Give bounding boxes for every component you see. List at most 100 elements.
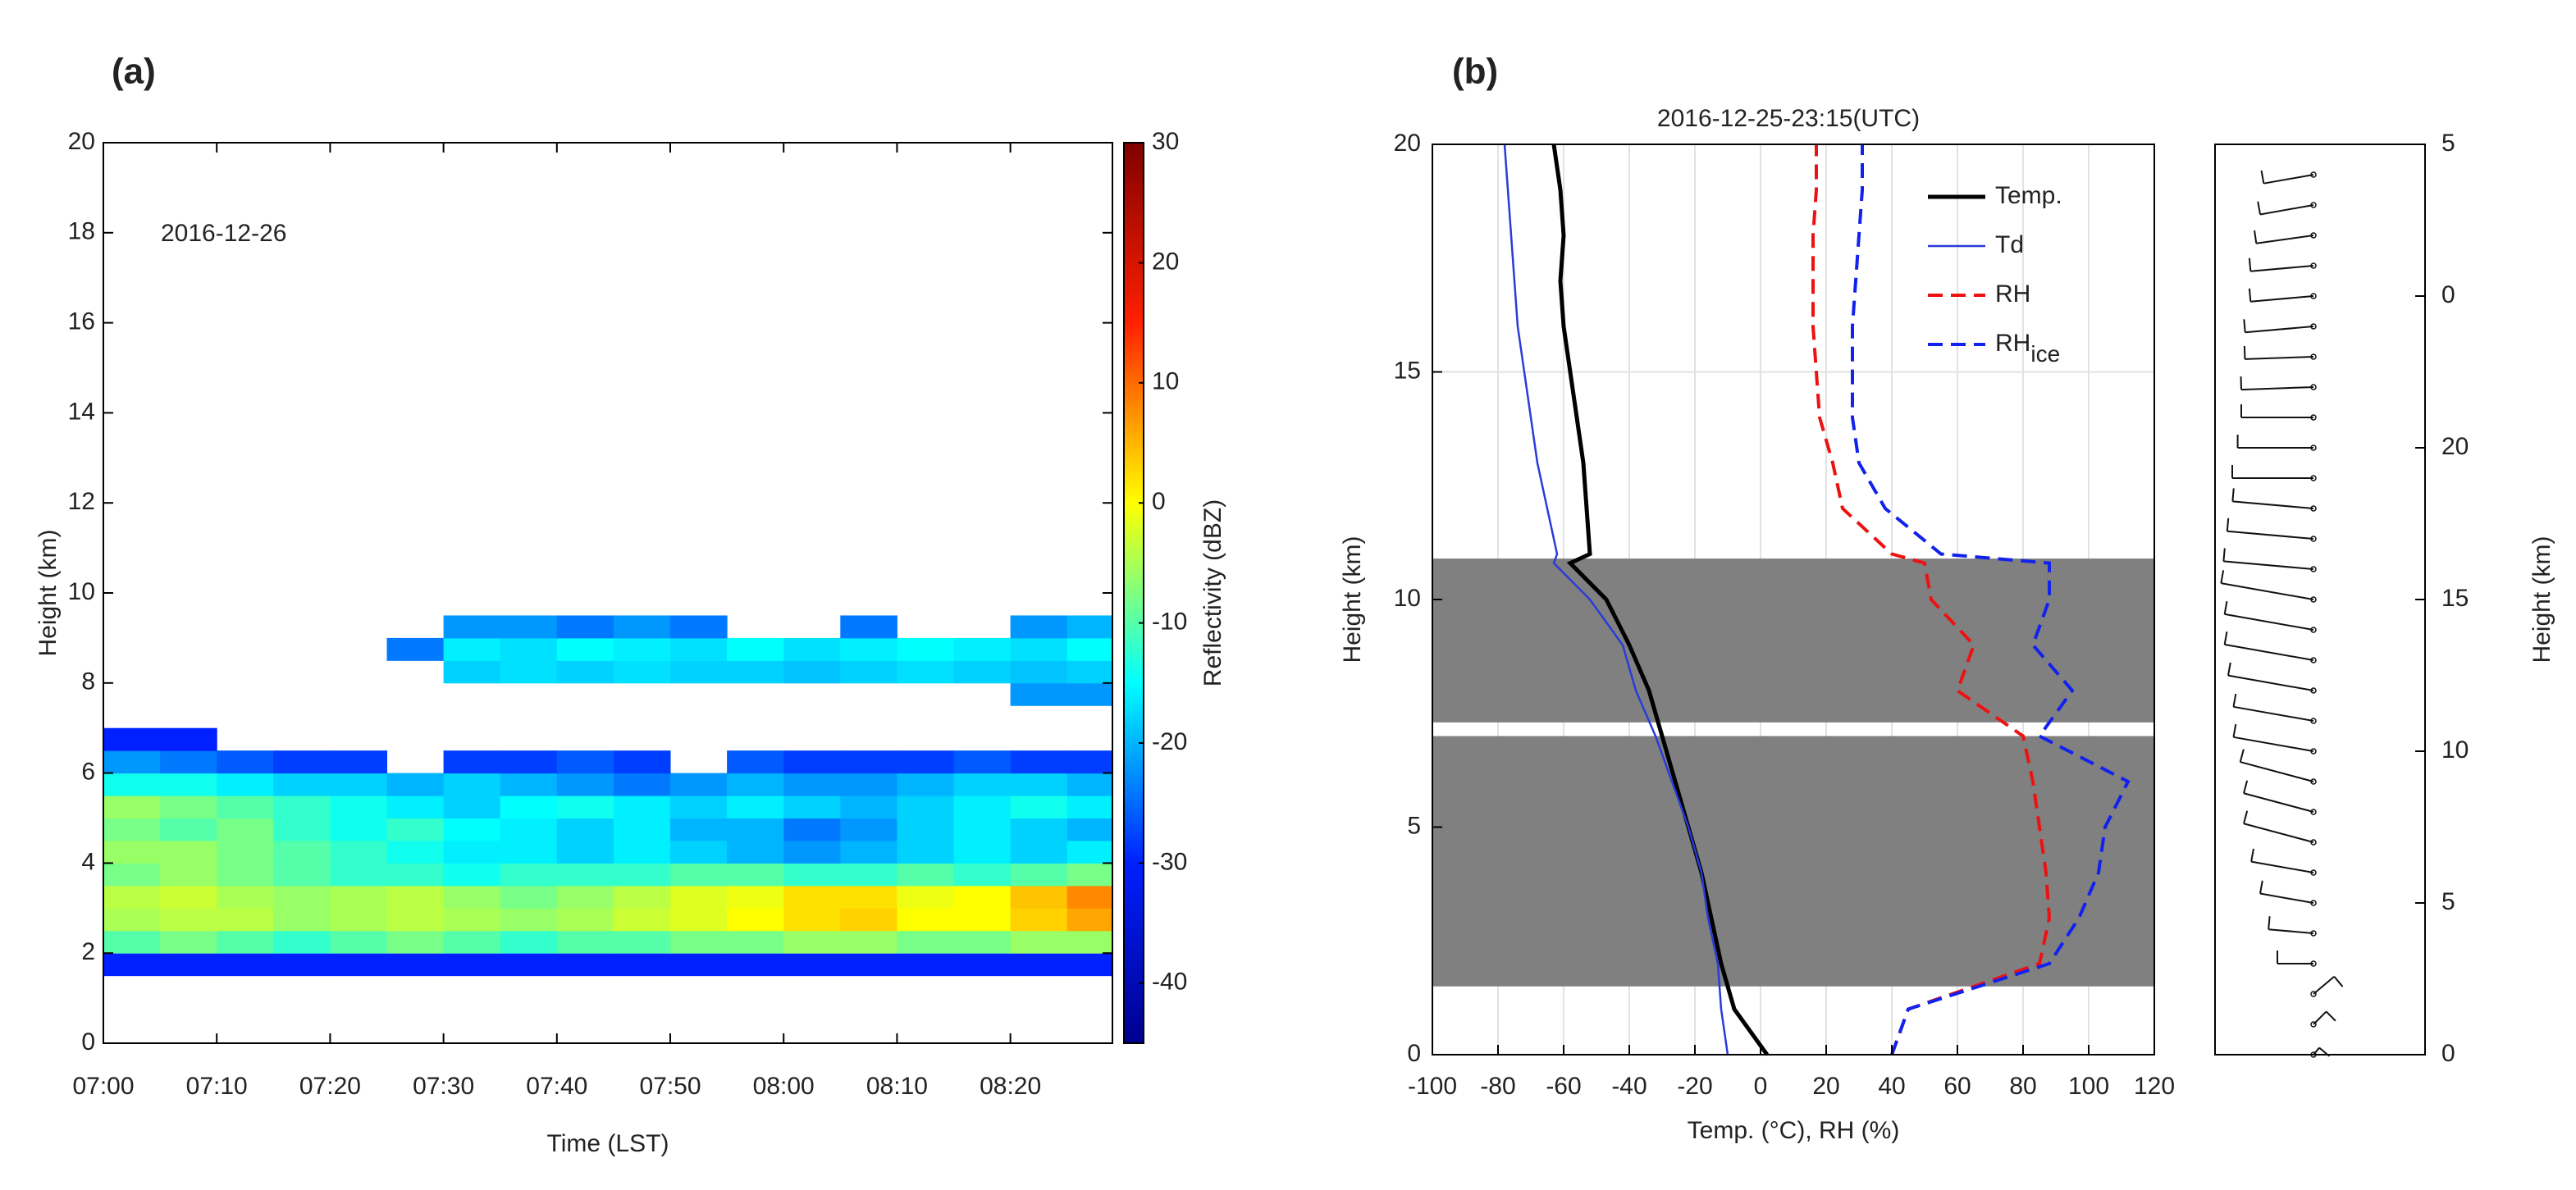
wind-barb xyxy=(2260,170,2317,185)
cell xyxy=(500,953,558,977)
cell xyxy=(783,750,841,774)
x-tick-label: -100 xyxy=(1408,1073,1457,1100)
barb-base xyxy=(2310,718,2317,724)
barb-base xyxy=(2310,930,2317,937)
legend-label: RH xyxy=(1995,280,2030,308)
barb-staff xyxy=(2313,976,2335,995)
legend-name: Temp. xyxy=(1995,182,2062,209)
barb-feather xyxy=(2254,230,2258,244)
y-tick-label: 15 xyxy=(1394,357,1421,384)
panel-label: (a) xyxy=(112,52,156,92)
cell xyxy=(670,660,728,684)
cell xyxy=(840,863,897,887)
cell xyxy=(897,908,955,932)
barb-staff xyxy=(2313,1046,2320,1055)
x-tick-label: 08:20 xyxy=(980,1073,1041,1100)
cell xyxy=(783,818,841,841)
wind-barb xyxy=(2243,810,2317,846)
plot-frame xyxy=(2214,144,2426,1055)
barb-feather xyxy=(2232,693,2237,707)
cell xyxy=(783,840,841,864)
cell xyxy=(897,863,955,887)
cell xyxy=(386,637,445,661)
barb-staff xyxy=(2240,761,2314,782)
cell xyxy=(840,660,897,684)
cell xyxy=(1066,750,1112,774)
barb-base xyxy=(2310,1051,2317,1058)
cell xyxy=(217,953,274,977)
cell xyxy=(897,953,955,977)
barb-base xyxy=(2310,960,2317,967)
barb-base xyxy=(2310,536,2317,542)
cell xyxy=(217,796,274,818)
cell xyxy=(556,885,614,909)
barb-staff xyxy=(2223,560,2314,570)
cell xyxy=(443,750,501,774)
cell xyxy=(103,727,161,751)
cell xyxy=(670,637,728,661)
cell xyxy=(670,773,728,796)
barb-base xyxy=(2310,262,2317,269)
colorbar-tick-label: -30 xyxy=(1152,848,1187,875)
cell xyxy=(840,953,897,977)
cell xyxy=(1066,953,1112,977)
y-tick-label: 0 xyxy=(81,1028,95,1055)
wind-barb xyxy=(2223,631,2317,663)
barb-base xyxy=(2310,445,2317,451)
cell xyxy=(897,840,955,864)
cell xyxy=(783,773,841,796)
cell xyxy=(1010,908,1068,932)
cell xyxy=(443,840,501,864)
barb-feather xyxy=(2239,749,2245,763)
colorbar-tick-label: -20 xyxy=(1152,728,1187,755)
barb-feather xyxy=(2259,880,2263,894)
cell xyxy=(1010,637,1068,661)
barb-base xyxy=(2310,353,2317,360)
wind-barb xyxy=(2310,1010,2336,1028)
wind-barb xyxy=(2236,435,2317,451)
cell xyxy=(670,908,728,932)
profile-line xyxy=(1503,144,1729,1055)
cell xyxy=(556,637,614,661)
wind-barb xyxy=(2243,780,2317,815)
barb-base xyxy=(2310,991,2317,997)
cell xyxy=(613,930,671,954)
cell xyxy=(556,840,614,864)
cell xyxy=(330,930,388,954)
barb-base xyxy=(2310,232,2317,239)
cell xyxy=(386,840,445,864)
legend-subscript: ice xyxy=(2030,341,2060,367)
x-tick-label: -60 xyxy=(1546,1073,1581,1100)
cell xyxy=(160,885,217,909)
cell xyxy=(1010,818,1068,841)
cell xyxy=(1010,682,1068,706)
barb-base xyxy=(2310,293,2317,299)
cell xyxy=(500,885,558,909)
cell xyxy=(556,863,614,887)
cell xyxy=(783,908,841,932)
cell xyxy=(727,908,784,932)
x-tick-label: 120 xyxy=(2134,1073,2175,1100)
cell xyxy=(273,818,331,841)
barb-staff xyxy=(2224,613,2314,631)
cell xyxy=(953,660,1012,684)
cell xyxy=(500,863,558,887)
cell xyxy=(217,908,274,932)
x-tick-label: -80 xyxy=(1480,1073,1515,1100)
cell xyxy=(897,930,955,954)
cell xyxy=(556,818,614,841)
cell xyxy=(330,863,388,887)
wind-barb xyxy=(2232,723,2317,755)
x-axis-label: Temp. (°C), RH (%) xyxy=(1688,1117,1900,1144)
cell xyxy=(783,660,841,684)
y-tick-label: 5 xyxy=(2441,888,2455,915)
cell xyxy=(443,930,501,954)
cell xyxy=(386,863,445,887)
cell xyxy=(1066,908,1112,932)
y-tick-label: 20 xyxy=(2441,433,2469,460)
wind-barb xyxy=(2222,548,2317,572)
barb-feather xyxy=(2220,570,2225,584)
wind-barb xyxy=(2250,848,2317,876)
cell xyxy=(160,727,217,751)
cell xyxy=(273,796,331,818)
